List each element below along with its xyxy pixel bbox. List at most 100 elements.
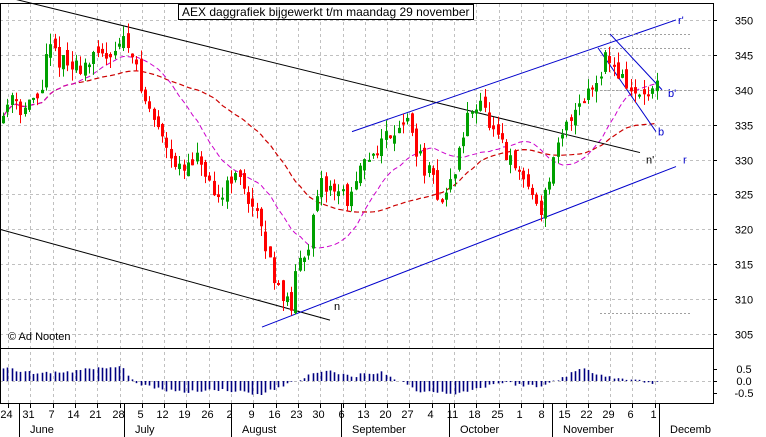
candle-body: [565, 121, 568, 131]
x-month-label: September: [352, 424, 406, 436]
candle-body: [466, 112, 469, 137]
candle-body: [428, 165, 431, 174]
candle-body: [144, 89, 147, 102]
x-day-label: 21: [89, 409, 101, 421]
candle-body: [522, 170, 525, 180]
candle-body: [462, 137, 465, 147]
candle-body: [385, 131, 388, 140]
candle-body: [630, 87, 633, 92]
candle-body: [544, 189, 547, 219]
x-day-label: 15: [558, 409, 570, 421]
candle-body: [651, 88, 654, 94]
candle-body: [114, 50, 117, 56]
channel-label: n': [646, 155, 654, 167]
candle-body: [617, 62, 620, 79]
candle-body: [406, 117, 409, 122]
candle-body: [423, 147, 426, 176]
candle-body: [109, 54, 112, 58]
candle-body: [256, 208, 259, 211]
candle-body: [561, 134, 564, 139]
oscillator: [2, 366, 659, 395]
candle-body: [140, 58, 143, 92]
candle-body: [239, 170, 242, 177]
candle-body: [200, 156, 203, 165]
candle-body: [342, 189, 345, 192]
candle-body: [290, 292, 293, 311]
x-day-label: 8: [538, 409, 544, 421]
candle-body: [32, 97, 35, 100]
candle-body: [79, 65, 82, 74]
candle-body: [15, 99, 18, 102]
candle-body: [273, 257, 276, 284]
candle-body: [643, 89, 646, 95]
x-day-label: 1: [516, 409, 522, 421]
candle-body: [355, 181, 358, 190]
candle-body: [432, 168, 435, 175]
candle-body: [411, 113, 414, 133]
candle-body: [570, 117, 573, 121]
candle-body: [148, 101, 151, 109]
candle-body: [213, 180, 216, 196]
x-day-label: 9: [248, 409, 254, 421]
candle-body: [647, 94, 650, 97]
candle-body: [58, 46, 61, 68]
candle-body: [153, 108, 156, 120]
candle-body: [621, 74, 624, 78]
candle-body: [105, 53, 108, 59]
candle-body: [583, 101, 586, 104]
channel-label: r: [683, 155, 687, 167]
y-tick-label: 325: [735, 190, 753, 202]
candle-body: [204, 161, 207, 177]
candle-body: [243, 173, 246, 189]
candle-body: [505, 141, 508, 161]
candle-body: [303, 257, 306, 262]
candle-body: [514, 150, 517, 169]
candle-body: [62, 55, 65, 70]
chart-title: AEX daggrafiek bijgewerkt t/m maandag 29…: [178, 4, 474, 20]
trendline-n-prime: [16, 0, 641, 154]
candle-body: [372, 153, 375, 156]
x-day-label: 1: [650, 409, 656, 421]
candle-body: [92, 51, 95, 64]
candle-body: [333, 183, 336, 192]
candle-body: [49, 44, 52, 58]
axes: 3053103153203253303353403453500.50.0-0.5…: [0, 3, 754, 437]
x-month-label: October: [460, 424, 499, 436]
candle-body: [320, 178, 323, 198]
x-day-label: 26: [201, 409, 213, 421]
candle-body: [540, 200, 543, 216]
x-day-label: 13: [357, 409, 369, 421]
x-day-label: 7: [48, 409, 54, 421]
candle-body: [363, 159, 366, 171]
x-day-label: 6: [627, 409, 633, 421]
candle-body: [260, 208, 263, 227]
candle-body: [552, 157, 555, 184]
candle-body: [398, 127, 401, 134]
candle-body: [600, 76, 603, 79]
candle-body: [389, 135, 392, 139]
candle-body: [226, 180, 229, 202]
candle-body: [346, 184, 349, 206]
candle-body: [402, 122, 405, 125]
candle-body: [608, 56, 611, 64]
candle-body: [157, 116, 160, 128]
candle-body: [634, 87, 637, 94]
moving-average-short: [3, 55, 658, 249]
candle-body: [165, 137, 168, 148]
x-day-label: 28: [112, 409, 124, 421]
candle-body: [97, 46, 100, 53]
candle-body: [591, 87, 594, 90]
chart-credit: © Ad Nooten: [8, 331, 71, 343]
candle-body: [299, 257, 302, 271]
x-day-label: 4: [427, 409, 433, 421]
candle-body: [11, 95, 14, 105]
candle-body: [501, 133, 504, 140]
x-month-label: Decemb: [670, 424, 711, 436]
x-day-label: 23: [290, 409, 302, 421]
trend-overlays: n n' r r' b b': [0, 0, 690, 328]
candle-body: [527, 174, 530, 187]
candle-body: [656, 80, 659, 92]
osc-tick-label: -0.5: [735, 388, 754, 400]
candle-body: [234, 173, 237, 181]
channel-b: [597, 47, 657, 132]
